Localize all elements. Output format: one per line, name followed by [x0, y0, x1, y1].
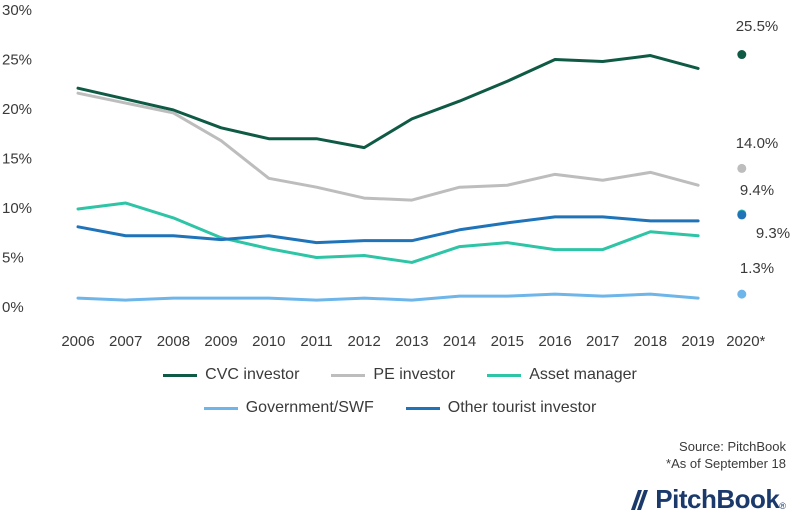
y-tick-label: 5%	[2, 250, 24, 267]
legend-row-2: Government/SWF Other tourist investor	[0, 399, 800, 417]
legend-item-cvc-investor: CVC investor	[163, 366, 299, 384]
legend-swatch-cvc-investor	[163, 373, 198, 377]
legend-item-other-tourist-investor: Other tourist investor	[405, 399, 597, 417]
x-tick-label: 2015	[491, 333, 524, 350]
series-line-other-tourist-investor	[76, 215, 700, 245]
pitchbook-logo-text: PitchBook	[655, 484, 780, 514]
legend-item-asset-manager: Asset manager	[487, 366, 637, 384]
data-label-2020-asset-manager: 9.4%	[740, 182, 774, 199]
series-line-asset-manager	[76, 201, 700, 264]
point-2020-pe-investor	[737, 163, 747, 173]
legend-label-government-swf: Government/SWF	[245, 399, 374, 416]
legend-label-cvc-investor: CVC investor	[205, 366, 300, 383]
x-tick-label: 2010	[252, 333, 285, 350]
legend-swatch-other-tourist-investor	[405, 406, 440, 410]
y-tick-label: 25%	[2, 52, 32, 69]
line-chart: 0% 5% 10% 15% 20% 25% 30% 2006 2007 2008 2009 2010 2…	[2, 2, 790, 350]
x-tick-label: 2007	[109, 333, 142, 350]
legend-swatch-pe-investor	[331, 373, 366, 377]
y-tick-label: 30%	[2, 2, 32, 19]
legend-item-government-swf: Government/SWF	[203, 399, 374, 417]
data-label-2020-government-swf: 1.3%	[740, 260, 774, 277]
legend-label-asset-manager: Asset manager	[529, 366, 637, 383]
pitchbook-logo-mark-icon	[631, 489, 649, 510]
x-tick-label: 2009	[204, 333, 237, 350]
data-label-2020-pe-investor: 14.0%	[736, 135, 779, 152]
x-tick-label: 2018	[634, 333, 667, 350]
legend-label-pe-investor: PE investor	[373, 366, 456, 383]
x-tick-label: 2013	[395, 333, 428, 350]
x-tick-label: 2008	[157, 333, 190, 350]
point-2020-government-swf	[737, 289, 747, 299]
data-label-2020-cvc-investor: 25.5%	[736, 18, 779, 35]
footnote-text: *As of September 18	[666, 456, 786, 471]
legend-label-other-tourist-investor: Other tourist investor	[447, 399, 597, 416]
registered-mark: ®	[779, 501, 786, 511]
legend-swatch-asset-manager	[487, 373, 522, 377]
legend-swatch-government-swf	[203, 406, 238, 410]
series-line-cvc-investor	[76, 54, 700, 150]
y-tick-label: 0%	[2, 299, 24, 316]
pitchbook-logo: PitchBook ®	[629, 484, 786, 515]
x-tick-label: 2017	[586, 333, 619, 350]
x-tick-label: 2012	[348, 333, 381, 350]
x-tick-label: 2006	[61, 333, 94, 350]
point-2020-other-tourist-investor	[737, 210, 747, 220]
x-tick-label: 2019	[681, 333, 714, 350]
point-2020-cvc-investor	[737, 50, 747, 60]
source-note: Source: PitchBook *As of September 18	[666, 438, 786, 472]
x-tick-label: 2016	[538, 333, 571, 350]
y-tick-label: 15%	[2, 151, 32, 168]
data-label-2020-other-tourist-investor: 9.3%	[756, 225, 790, 242]
y-tick-label: 10%	[2, 200, 32, 217]
series-line-government-swf	[76, 292, 700, 302]
source-text: Source: PitchBook	[679, 439, 786, 454]
legend-row-1: CVC investor PE investor Asset manager	[0, 366, 800, 384]
x-tick-label: 2011	[300, 333, 332, 350]
y-tick-label: 20%	[2, 101, 32, 118]
series-line-pe-investor	[76, 91, 700, 202]
legend-item-pe-investor: PE investor	[331, 366, 455, 384]
x-tick-label: 2020*	[726, 333, 765, 350]
x-tick-label: 2014	[443, 333, 476, 350]
